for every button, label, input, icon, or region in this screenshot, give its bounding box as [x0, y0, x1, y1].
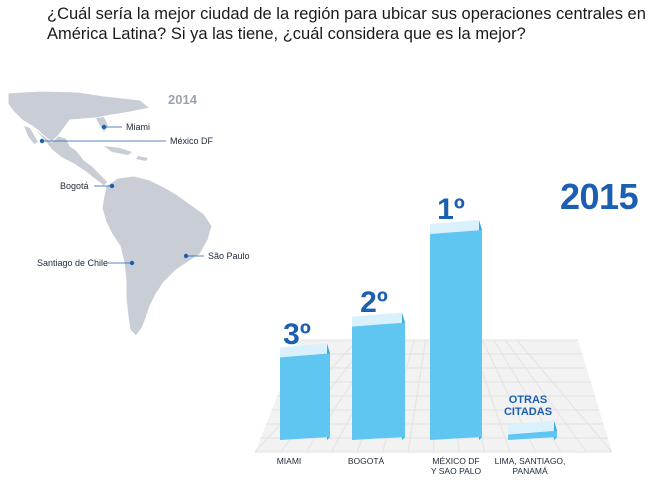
rank-label-mexico: 1º	[437, 193, 465, 226]
x-tick-bogota-line-1: BOGOTÁ	[347, 456, 385, 466]
survey-question: ¿Cuál sería la mejor ciudad de la región…	[47, 5, 646, 43]
city-label-santiago: Santiago de Chile	[37, 258, 109, 268]
city-label-sao-paulo: São Paulo	[208, 251, 250, 261]
others-cited-line-1: OTRAS	[508, 394, 548, 406]
map-leader-lines	[42, 126, 204, 264]
city-label-miami: Miami	[126, 122, 150, 132]
rank-label-miami: 3º	[283, 318, 311, 351]
bar-miami	[280, 343, 330, 440]
others-cited-label: OTRAS CITADAS	[498, 394, 558, 418]
chart-title-year: 2015	[560, 176, 639, 217]
bar-top-miami	[280, 343, 330, 358]
rank-label-bogota: 2º	[360, 286, 388, 319]
bar-others	[508, 420, 557, 440]
map-year-label: 2014	[168, 92, 197, 107]
bar-top-others	[508, 420, 557, 435]
mexico-central-america	[31, 125, 109, 187]
x-tick-miami-line-1: MIAMI	[276, 456, 302, 466]
x-tick-others: LIMA, SANTIAGO, PANAMÁ	[482, 456, 578, 476]
x-tick-bogota: BOGOTÁ	[318, 456, 414, 466]
city-label-bogota: Bogotá	[60, 181, 89, 191]
latin-america-map	[7, 90, 213, 337]
x-tick-mexico-line-1: MÉXICO DF	[432, 456, 480, 466]
others-cited-line-2: CITADAS	[503, 406, 553, 418]
caribbean-islands	[104, 146, 148, 161]
bar-front-mexico-sao-paulo	[430, 230, 482, 440]
bar-mexico-sao-paulo	[430, 220, 482, 440]
bar-group	[280, 220, 557, 440]
bar-front-miami	[280, 353, 330, 440]
bar-front-bogota	[352, 322, 405, 440]
bar-top-mexico-sao-paulo	[430, 220, 482, 234]
city-label-mexico-df: México DF	[170, 136, 214, 146]
x-tick-mexico-sao-paulo: MÉXICO DF Y SAO PALO	[408, 456, 504, 476]
florida-peninsula	[96, 117, 108, 132]
north-america-landmass	[7, 90, 152, 143]
x-tick-mexico-line-2: Y SAO PALO	[430, 466, 482, 476]
south-america-landmass	[101, 175, 213, 337]
bar-front-others	[508, 430, 557, 440]
x-tick-others-line-1: LIMA, SANTIAGO,	[494, 456, 566, 466]
bar-top-bogota	[352, 312, 405, 327]
x-tick-miami: MIAMI	[241, 456, 337, 466]
x-tick-others-line-2: PANAMÁ	[512, 466, 548, 476]
bar-bogota	[352, 312, 405, 440]
baja-peninsula	[24, 126, 38, 144]
